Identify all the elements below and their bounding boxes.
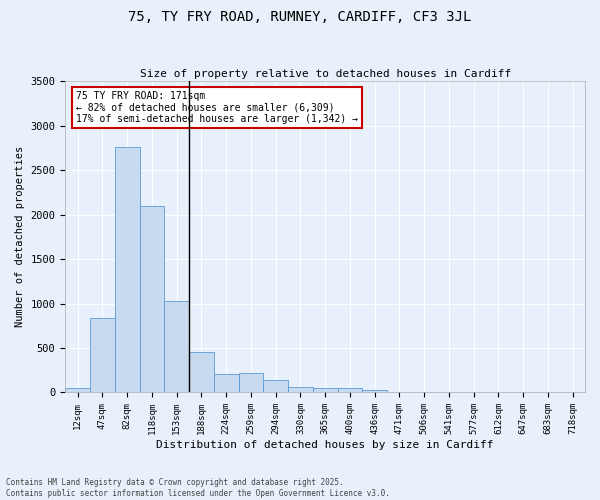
Y-axis label: Number of detached properties: Number of detached properties (15, 146, 25, 328)
Bar (164, 301, 189, 392)
Title: Size of property relative to detached houses in Cardiff: Size of property relative to detached ho… (140, 69, 511, 79)
Text: 75, TY FRY ROAD, RUMNEY, CARDIFF, CF3 3JL: 75, TY FRY ROAD, RUMNEY, CARDIFF, CF3 3J… (128, 10, 472, 24)
Text: 75 TY FRY ROAD: 171sqm
← 82% of detached houses are smaller (6,309)
17% of semi-: 75 TY FRY ROAD: 171sqm ← 82% of detached… (76, 90, 358, 124)
Text: Contains HM Land Registry data © Crown copyright and database right 2025.
Contai: Contains HM Land Registry data © Crown c… (6, 478, 390, 498)
Bar (90, 318, 115, 392)
X-axis label: Distribution of detached houses by size in Cardiff: Distribution of detached houses by size … (157, 440, 494, 450)
Bar (189, 352, 214, 393)
Bar (65, 388, 90, 392)
Bar (263, 380, 288, 392)
Bar (239, 374, 263, 392)
Bar (338, 388, 362, 392)
Bar (214, 374, 239, 392)
Bar (140, 206, 164, 392)
Bar (362, 390, 387, 392)
Bar (288, 386, 313, 392)
Bar (313, 388, 338, 392)
Bar (115, 147, 140, 392)
